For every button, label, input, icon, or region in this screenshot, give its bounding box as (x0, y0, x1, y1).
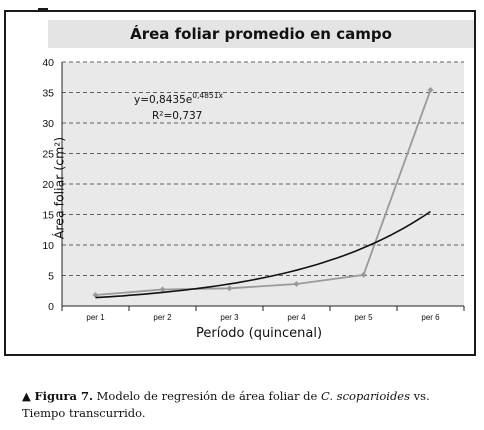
figure-caption: ▲ Figura 7. Modelo de regresión de área … (22, 388, 472, 422)
x-tick-label: per 3 (220, 313, 239, 322)
data-point-marker (159, 286, 166, 293)
chart-title-band: Área foliar promedio en campo (48, 20, 474, 48)
y-tick-label: 40 (42, 57, 54, 69)
data-point-marker (427, 87, 434, 94)
x-tick-label: per 2 (153, 313, 172, 322)
trendline-equation-exponent: 0,4851x (192, 91, 223, 100)
plot-area (62, 62, 464, 306)
y-axis-label: Área foliar (cm²) (51, 136, 67, 240)
frame-corner-mark (38, 8, 48, 10)
caption-species: C. scoparioides (320, 389, 411, 403)
x-tick-label: per 1 (86, 313, 105, 322)
caption-marker: ▲ (22, 389, 31, 403)
x-axis-label: Período (quincenal) (196, 326, 323, 341)
x-tick-label: per 5 (354, 313, 373, 322)
caption-figure-label: Figura 7. (34, 389, 93, 403)
trendline-r-squared: R²=0,737 (152, 110, 203, 122)
y-tick-label: 0 (48, 301, 54, 313)
caption-text-after: vs. Tiempo transcurrido. (22, 389, 430, 420)
y-tick-label: 5 (48, 271, 54, 283)
data-point-marker (92, 292, 99, 299)
y-tick-label: 15 (42, 210, 54, 222)
chart-title: Área foliar promedio en campo (130, 25, 392, 43)
exponential-trendline (95, 210, 431, 299)
y-tick-label: 25 (42, 149, 54, 161)
data-point-marker (293, 281, 300, 288)
series-line (95, 89, 432, 296)
y-tick-label: 30 (42, 118, 54, 130)
y-tick-label: 20 (42, 179, 54, 191)
y-tick-label: 10 (42, 240, 54, 252)
y-tick-label: 35 (42, 88, 54, 100)
trendline-equation-base: y=0,8435e (134, 94, 193, 106)
caption-text-before: Modelo de regresión de área foliar de (92, 389, 321, 403)
x-tick-label: per 6 (421, 313, 440, 322)
data-point-marker (360, 271, 367, 278)
trendline-equation: y=0,8435e0,4851x (134, 91, 223, 106)
data-point-marker (226, 285, 233, 292)
x-tick-label: per 4 (287, 313, 306, 322)
